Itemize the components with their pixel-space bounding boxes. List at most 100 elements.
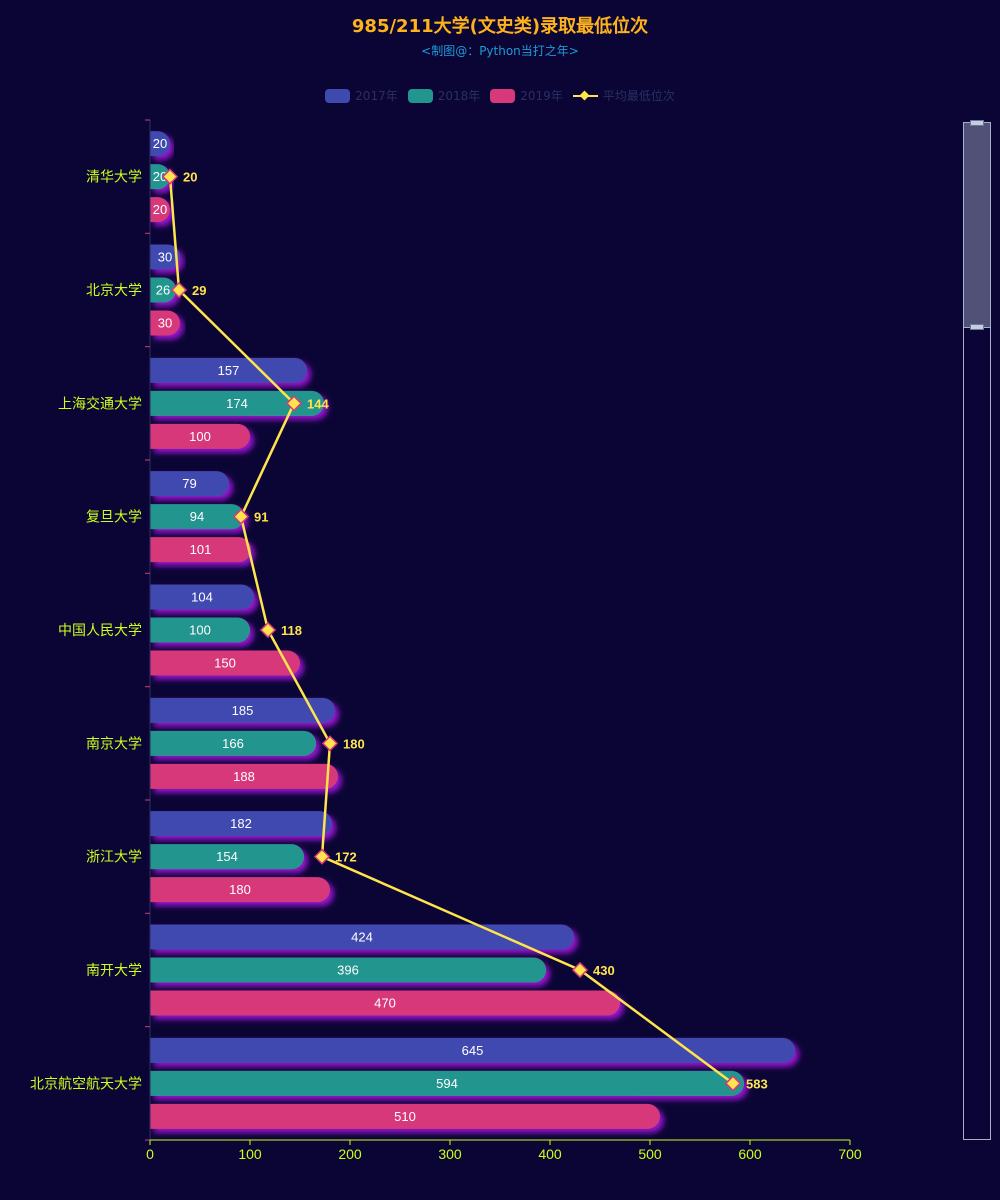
bar-2018年-中国人民大学[interactable]: [150, 617, 250, 643]
y-axis-category-label: 北京大学: [86, 283, 142, 299]
zoom-handle-top[interactable]: [970, 120, 984, 126]
bar-value-label: 188: [233, 769, 255, 784]
average-point-diamond[interactable]: [313, 848, 331, 865]
x-axis-tick-label: 700: [838, 1146, 862, 1162]
bar-2019年-上海交通大学[interactable]: [150, 423, 250, 449]
bar-2019年-中国人民大学[interactable]: [150, 650, 300, 676]
bar-value-label: 174: [226, 396, 248, 411]
legend-label-average: 平均最低位次: [602, 89, 675, 103]
x-axis-tick-label: 100: [238, 1146, 262, 1162]
average-value-label: 172: [335, 850, 357, 865]
x-axis-tick-label: 0: [146, 1146, 154, 1162]
bar-2017年-南京大学[interactable]: [150, 697, 335, 723]
x-axis-tick-label: 600: [738, 1146, 762, 1162]
bar-value-label: 645: [462, 1043, 484, 1058]
average-point-diamond[interactable]: [285, 395, 303, 412]
zoom-handle-bottom[interactable]: [970, 324, 984, 330]
average-point-diamond[interactable]: [170, 281, 188, 299]
bar-2018年-南开大学[interactable]: [150, 957, 546, 983]
legend-item-2018[interactable]: 2018年: [407, 87, 481, 104]
bar-2017年-中国人民大学[interactable]: [150, 584, 254, 610]
chart-subtitle: <制图@：Python当打之年>: [421, 44, 579, 58]
bar-value-label: 100: [189, 623, 211, 638]
bar-value-label: 104: [191, 590, 213, 605]
legend-swatch-2019: [490, 88, 516, 103]
x-axis-tick-label: 500: [638, 1146, 662, 1162]
bar-2018年-北京大学[interactable]: [150, 277, 176, 303]
bar-2019年-浙江大学[interactable]: [150, 877, 330, 903]
y-axis-category-label: 浙江大学: [86, 850, 142, 866]
bar-value-label: 180: [229, 882, 251, 897]
legend-item-2019[interactable]: 2019年: [490, 87, 563, 104]
bar-2018年-南京大学[interactable]: [150, 730, 316, 756]
bar-value-label: 20: [153, 136, 167, 151]
y-axis-category-label: 南京大学: [86, 736, 142, 752]
average-point-diamond[interactable]: [232, 508, 250, 525]
legend-label-2019: 2019年: [520, 89, 563, 103]
bar-value-label: 510: [394, 1109, 416, 1124]
bar-2018年-清华大学[interactable]: [150, 164, 170, 190]
legend-item-average[interactable]: 平均最低位次: [572, 87, 675, 104]
average-point-diamond[interactable]: [724, 1075, 742, 1092]
bar-value-label: 396: [337, 963, 359, 978]
average-point-diamond[interactable]: [161, 168, 179, 185]
legend-swatch-2017: [325, 88, 351, 103]
bar-2017年-北京大学[interactable]: [150, 244, 180, 270]
average-value-label: 144: [307, 396, 329, 411]
bar-value-label: 79: [182, 476, 196, 491]
average-value-label: 29: [192, 283, 206, 298]
legend-label-2018: 2018年: [437, 89, 481, 103]
bar-2019年-南京大学[interactable]: [150, 763, 338, 789]
legend-line-marker-icon: [572, 89, 598, 103]
bar-2018年-浙江大学[interactable]: [150, 844, 304, 870]
average-point-diamond[interactable]: [259, 621, 277, 639]
bar-2019年-南开大学[interactable]: [150, 990, 620, 1016]
zoom-window[interactable]: [964, 123, 990, 328]
bar-2017年-清华大学[interactable]: [150, 131, 170, 157]
bar-value-label: 470: [374, 996, 396, 1011]
bar-2017年-北京航空航天大学[interactable]: [150, 1037, 795, 1063]
bar-value-label: 166: [222, 736, 244, 751]
y-axis-category-label: 复旦大学: [86, 509, 142, 526]
chart-title: 985/211大学(文史类)录取最低位次: [351, 16, 649, 37]
bar-value-label: 594: [436, 1076, 458, 1091]
average-value-label: 118: [281, 623, 302, 638]
bar-2018年-上海交通大学[interactable]: [150, 390, 324, 416]
bar-value-label: 30: [158, 250, 172, 265]
bar-2018年-复旦大学[interactable]: [150, 504, 245, 530]
x-axis-tick-label: 400: [538, 1146, 562, 1162]
average-point-diamond[interactable]: [571, 961, 589, 979]
average-value-label: 583: [746, 1076, 768, 1091]
bar-value-label: 150: [214, 656, 236, 671]
x-axis-tick-label: 300: [438, 1146, 462, 1162]
legend-label-2017: 2017年: [355, 89, 398, 103]
bar-value-label: 94: [190, 509, 204, 524]
bar-2017年-浙江大学[interactable]: [150, 811, 332, 837]
bar-value-label: 154: [216, 849, 238, 864]
bar-value-label: 20: [153, 169, 167, 184]
chart-legend: 2017年 2018年 2019年 平均最低位次: [0, 87, 1000, 104]
bar-value-label: 20: [153, 202, 167, 217]
bar-value-label: 157: [218, 363, 240, 378]
vertical-zoom-slider[interactable]: [963, 120, 991, 1140]
bar-2019年-复旦大学[interactable]: [150, 537, 251, 563]
y-axis-category-label: 北京航空航天大学: [30, 1076, 142, 1092]
legend-swatch-2018: [407, 88, 433, 103]
bar-2019年-北京大学[interactable]: [150, 310, 180, 336]
average-value-label: 91: [254, 510, 268, 525]
average-point-diamond[interactable]: [321, 735, 339, 752]
bar-value-label: 424: [351, 930, 373, 945]
bar-2019年-清华大学[interactable]: [150, 197, 170, 223]
bar-value-label: 185: [232, 703, 254, 718]
bar-2018年-北京航空航天大学[interactable]: [150, 1070, 744, 1096]
bar-2019年-北京航空航天大学[interactable]: [150, 1103, 660, 1129]
y-axis-category-label: 清华大学: [86, 170, 142, 186]
y-axis-category-label: 上海交通大学: [58, 395, 142, 412]
bar-2017年-南开大学[interactable]: [150, 924, 574, 950]
average-value-label: 20: [183, 170, 197, 185]
average-value-label: 430: [593, 963, 615, 978]
bar-2017年-复旦大学[interactable]: [150, 471, 229, 497]
legend-item-2017[interactable]: 2017年: [325, 87, 398, 104]
